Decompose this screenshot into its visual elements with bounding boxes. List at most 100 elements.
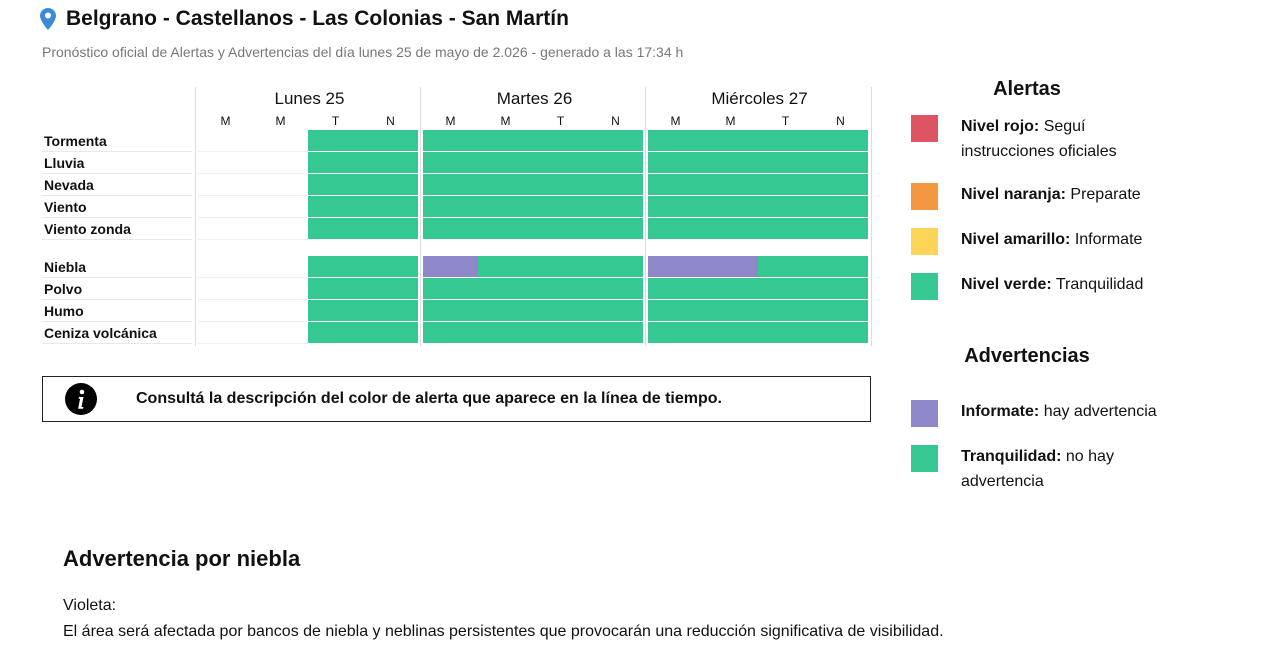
empty-cell [198, 174, 253, 196]
empty-cell [253, 322, 308, 344]
empty-cell [253, 152, 308, 174]
cell [363, 300, 418, 322]
row-label: Nevada [42, 174, 192, 196]
row-label: Tormenta [42, 130, 192, 152]
legend-text: Nivel verde: Tranquilidad [961, 272, 1183, 297]
cell [703, 152, 758, 174]
row-label: Niebla [42, 256, 192, 278]
legend-text: Nivel amarillo: Informate [961, 227, 1183, 252]
day-label: Miércoles 27 [711, 89, 808, 108]
cell [813, 174, 868, 196]
section-line: Violeta: [63, 597, 117, 614]
cell [648, 130, 703, 152]
period-label: M [275, 114, 286, 128]
row-label: Lluvia [42, 152, 192, 174]
cell [533, 278, 588, 300]
cell [813, 130, 868, 152]
legend-desc: Tranquilidad [1055, 276, 1144, 293]
day-label: Martes 26 [496, 89, 573, 108]
cell [758, 152, 813, 174]
legend-title: Advertencias [964, 345, 1090, 367]
legend-desc: Seguí instrucciones oficiales [961, 118, 1117, 160]
cell [648, 322, 703, 344]
column-divider [420, 87, 421, 346]
cell [423, 256, 478, 278]
period-label: M [445, 114, 456, 128]
section-line: El área será afectada por bancos de nieb… [63, 623, 944, 640]
cell [423, 130, 478, 152]
title: Belgrano - Castellanos - Las Colonias - … [66, 7, 569, 30]
cell [813, 218, 868, 240]
cell [588, 196, 643, 218]
row-label: Humo [42, 300, 192, 322]
row-label: Viento zonda [42, 218, 192, 240]
cell [703, 322, 758, 344]
cell [758, 130, 813, 152]
empty-cell [198, 322, 253, 344]
cell [423, 196, 478, 218]
cell [363, 130, 418, 152]
period-label: M [220, 114, 231, 128]
row-label: Viento [42, 196, 192, 218]
empty-cell [198, 130, 253, 152]
cell [588, 218, 643, 240]
empty-cell [253, 196, 308, 218]
period-label: M [725, 114, 736, 128]
cell [703, 196, 758, 218]
cell [478, 256, 533, 278]
cell [813, 256, 868, 278]
legend-label: Nivel verde: [961, 276, 1052, 293]
legend-swatch [911, 273, 938, 300]
cell [813, 196, 868, 218]
cell [308, 300, 363, 322]
cell [533, 300, 588, 322]
empty-cell [253, 278, 308, 300]
cell [648, 174, 703, 196]
info-icon [65, 383, 97, 415]
period-label: T [781, 114, 790, 128]
cell [363, 196, 418, 218]
legend-desc: Preparate [1070, 186, 1141, 203]
period-label: N [836, 114, 845, 128]
empty-cell [198, 196, 253, 218]
location-pin [40, 8, 56, 30]
cell [423, 322, 478, 344]
cell [648, 152, 703, 174]
column-divider [871, 87, 872, 346]
cell [363, 174, 418, 196]
cell [588, 152, 643, 174]
period-label: M [670, 114, 681, 128]
row-label: Polvo [42, 278, 192, 300]
cell [363, 218, 418, 240]
cell [423, 174, 478, 196]
cell [703, 256, 758, 278]
empty-cell [253, 256, 308, 278]
cell [703, 174, 758, 196]
cell [308, 278, 363, 300]
legend-text: Tranquilidad: no hay advertencia [961, 444, 1183, 494]
day-label: Lunes 25 [274, 89, 345, 108]
cell [588, 256, 643, 278]
empty-cell [198, 278, 253, 300]
cell [588, 300, 643, 322]
legend-swatch [911, 115, 938, 142]
row-label: Ceniza volcánica [42, 322, 192, 344]
cell [758, 322, 813, 344]
cell [423, 218, 478, 240]
legend-desc: Informate [1074, 231, 1143, 248]
cell [533, 218, 588, 240]
cell [423, 300, 478, 322]
section-title: Advertencia por niebla [63, 546, 301, 571]
legend-label: Nivel amarillo: [961, 231, 1071, 248]
cell [533, 322, 588, 344]
cell [758, 300, 813, 322]
legend-label: Tranquilidad: [961, 448, 1062, 465]
cell [813, 300, 868, 322]
legend-label: Nivel naranja: [961, 186, 1066, 203]
cell [308, 130, 363, 152]
cell [363, 322, 418, 344]
legend-swatch [911, 228, 938, 255]
cell [588, 130, 643, 152]
cell [308, 218, 363, 240]
cell [648, 300, 703, 322]
